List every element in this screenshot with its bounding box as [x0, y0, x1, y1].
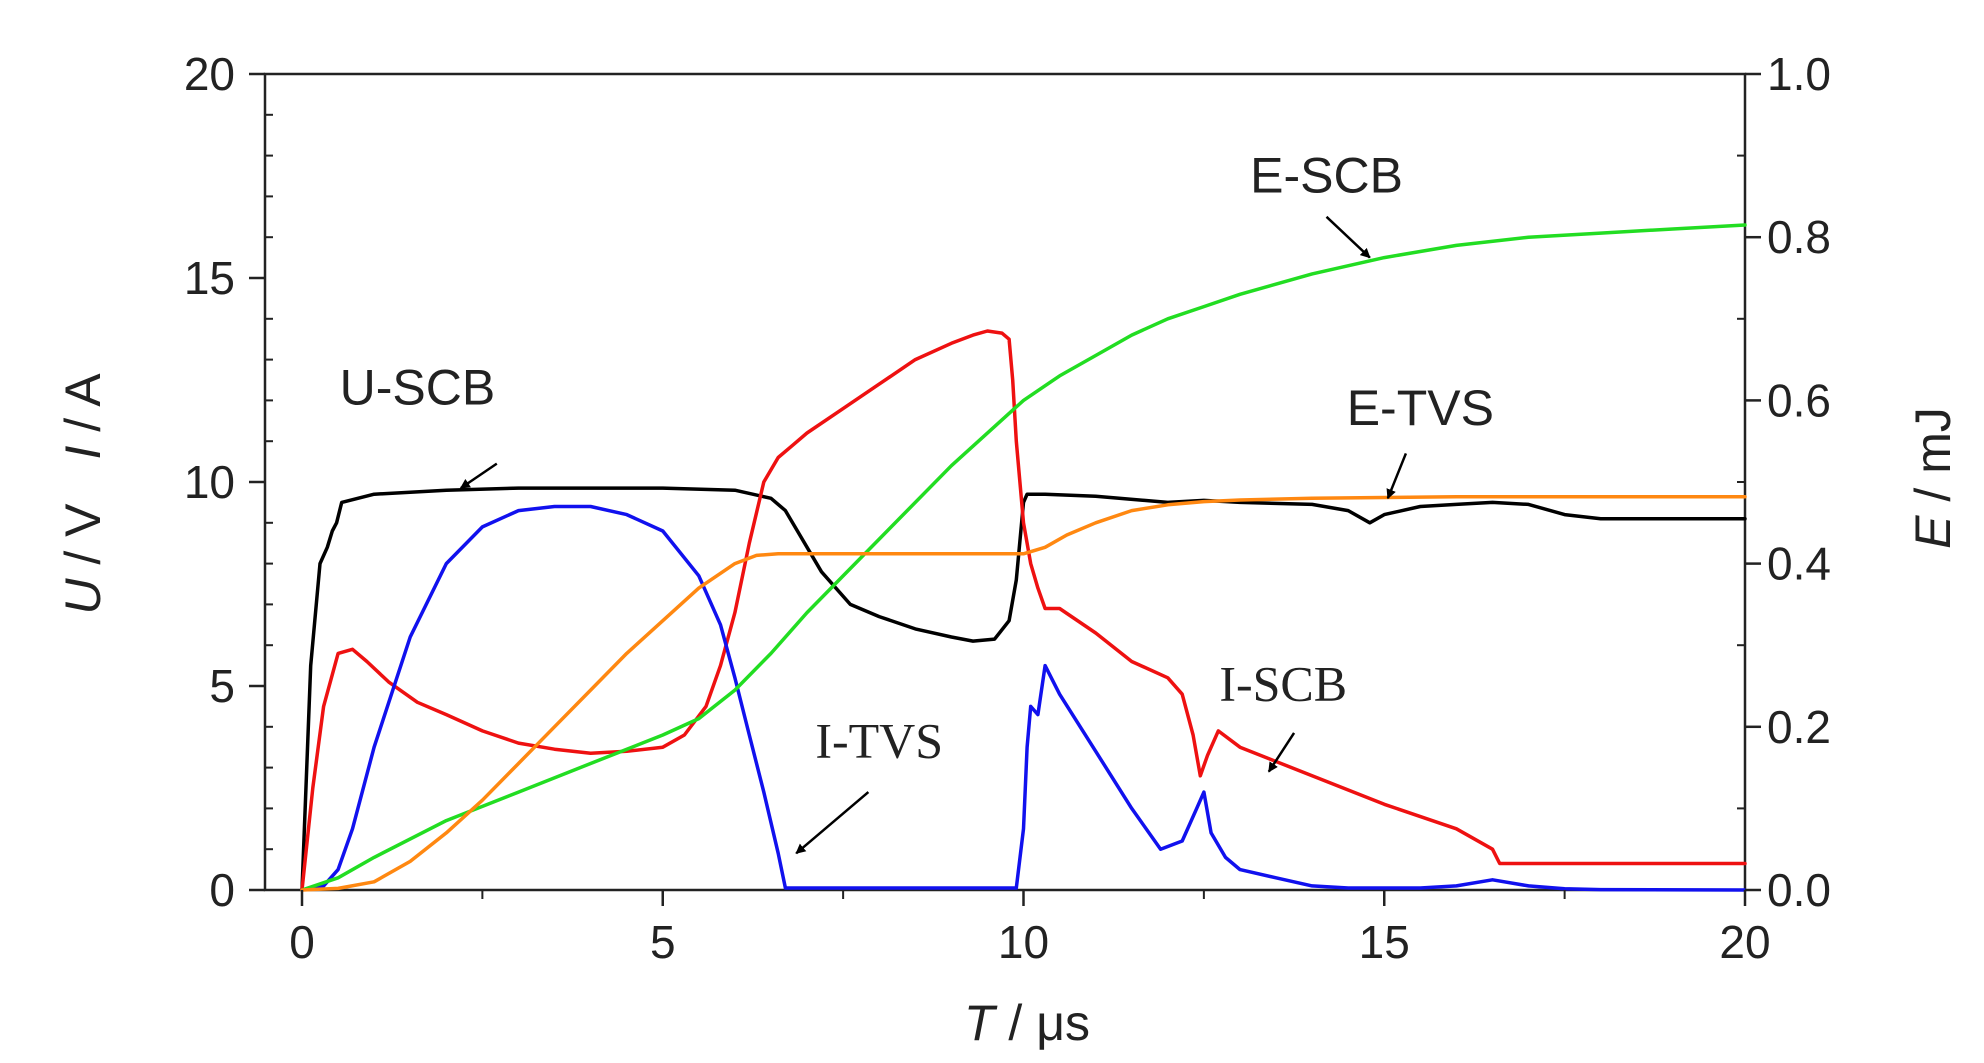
annotation-arrow-e-scb [1325, 215, 1371, 259]
y-right-tick-label: 0.2 [1767, 701, 1831, 753]
y-left-tick-label: 5 [209, 660, 235, 712]
x-tick-label: 5 [650, 916, 676, 968]
series-line-e-scb [300, 223, 1747, 892]
y-left-tick-label: 10 [184, 456, 235, 508]
x-tick-label: 15 [1359, 916, 1410, 968]
annotation-arrow-e-tvs [1386, 452, 1408, 500]
annotation-e-tvs: E-TVS [1347, 380, 1494, 436]
y-axis-left-title: U / VI / A [55, 373, 111, 615]
plot-frame [263, 72, 1747, 892]
series-layer [300, 223, 1747, 892]
annotation-i-tvs: I-TVS [815, 712, 943, 768]
y-left-tick-label: 20 [184, 48, 235, 100]
annotation-arrow-i-tvs [795, 791, 870, 855]
series-line-e-tvs [300, 494, 1747, 892]
x-tick-label: 0 [289, 916, 315, 968]
y-right-tick-label: 0.4 [1767, 538, 1831, 590]
y-axis-right-title: E / mJ [1905, 407, 1961, 549]
annotation-e-scb: E-SCB [1250, 147, 1403, 203]
y-right-tick-label: 0.0 [1767, 864, 1831, 916]
x-tick-label: 20 [1719, 916, 1770, 968]
y-left-tick-label: 0 [209, 864, 235, 916]
annotation-arrow-u-scb [459, 462, 498, 490]
y-left-tick-label: 15 [184, 252, 235, 304]
y-right-tick-label: 0.6 [1767, 374, 1831, 426]
y-right-tick-label: 1.0 [1767, 48, 1831, 100]
annotation-i-scb: I-SCB [1219, 655, 1347, 711]
series-line-u-scb [300, 486, 1747, 892]
x-tick-label: 10 [998, 916, 1049, 968]
annotation-arrow-i-scb [1267, 732, 1296, 773]
series-line-i-tvs [300, 504, 1747, 892]
y-right-tick-label: 0.8 [1767, 211, 1831, 263]
series-line-i-scb [300, 329, 1747, 892]
x-axis-title: T / μs [964, 995, 1090, 1051]
annotation-u-scb: U-SCB [340, 359, 496, 415]
plot-border [263, 72, 1747, 892]
annotation-layer: U-SCB E-SCB E-TVS I-SCB I-TVS [340, 147, 1494, 855]
